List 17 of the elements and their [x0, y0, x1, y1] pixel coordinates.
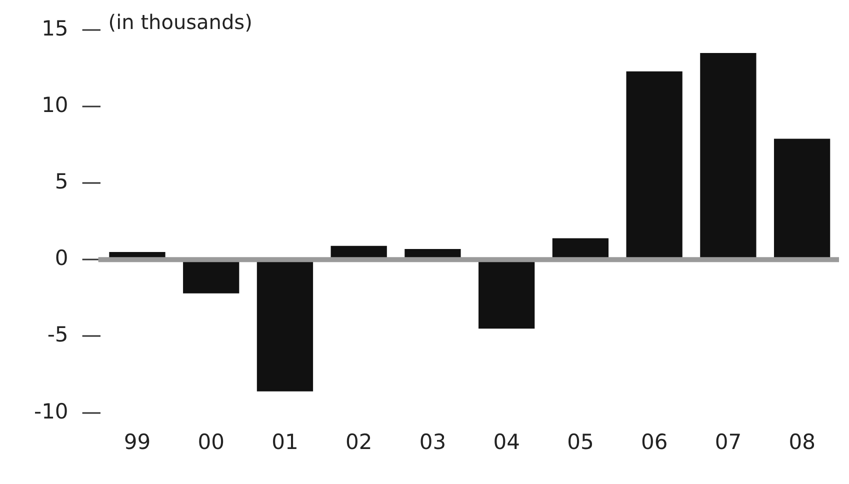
y-tick-label: 5 — [54, 170, 68, 194]
x-tick-label: 04 — [493, 430, 520, 454]
y-tick-label: 0 — [54, 246, 68, 270]
x-tick-label: 07 — [714, 430, 742, 454]
y-tick-label: -5 — [47, 322, 68, 347]
x-tick-label: 01 — [272, 430, 298, 454]
x-tick-label: 00 — [198, 430, 224, 454]
x-tick-label: 03 — [419, 430, 446, 454]
x-tick-label: 02 — [345, 430, 372, 454]
x-tick-label: 08 — [788, 430, 816, 454]
y-axis-title: (in thousands) — [108, 10, 252, 34]
x-tick-label: 99 — [124, 430, 151, 454]
y-tick-label: 15 — [42, 16, 68, 40]
y-tick-label: -10 — [34, 399, 68, 424]
x-tick-label: 05 — [567, 430, 594, 454]
x-tick-label: 06 — [640, 430, 668, 454]
y-tick-label: 10 — [42, 93, 68, 118]
